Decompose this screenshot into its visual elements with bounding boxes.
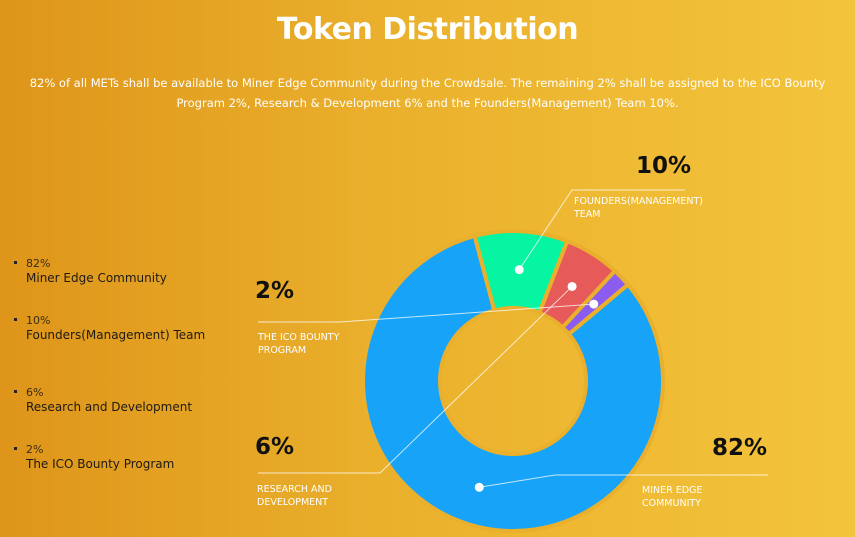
leader-dot: [514, 265, 524, 275]
legend-value: 2%: [26, 443, 44, 456]
slice-label: RESEARCH AND DEVELOPMENT: [257, 484, 332, 508]
legend-bullet: [14, 318, 17, 321]
title: Token Distribution: [276, 12, 579, 47]
donut-slice: [361, 233, 665, 533]
legend-label: Miner Edge Community: [26, 271, 167, 285]
leader-line: [479, 474, 768, 488]
leader-line: [518, 189, 685, 270]
legend-item: 2% The ICO Bounty Program: [14, 442, 216, 472]
slice-label: FOUNDERS(MANAGEMENT) TEAM: [574, 196, 703, 220]
legend-item: 82% Miner Edge Community: [14, 256, 216, 286]
slice-value-label: 2%: [255, 278, 295, 304]
slice-label: MINER EDGE COMMUNITY: [642, 485, 703, 509]
legend-label: The ICO Bounty Program: [26, 457, 175, 471]
slice-value-label: 82%: [712, 435, 768, 461]
legend-bullet: [14, 447, 17, 450]
legend-item: 6% Research and Development: [14, 385, 216, 415]
leader-line: [258, 286, 573, 474]
legend-bullet: [14, 261, 17, 264]
legend-label: Founders(Management) Team: [26, 328, 206, 342]
subtitle: 82% of all METs shall be available to Mi…: [29, 76, 826, 110]
slice-value-label: 10%: [636, 153, 692, 179]
leader-dot: [567, 281, 577, 291]
leader-dot: [474, 482, 484, 492]
legend-value: 10%: [26, 314, 51, 327]
legend-item: 10% Founders(Management) Team: [14, 313, 216, 343]
legend-label: Research and Development: [26, 400, 193, 414]
legend-value: 82%: [26, 257, 51, 270]
slice-label: THE ICO BOUNTY PROGRAM: [258, 332, 340, 356]
leader-line: [258, 303, 594, 323]
leader-dot: [589, 299, 599, 309]
legend-bullet: [14, 390, 17, 393]
slice-value-label: 6%: [255, 434, 295, 460]
legend-value: 6%: [26, 386, 44, 399]
